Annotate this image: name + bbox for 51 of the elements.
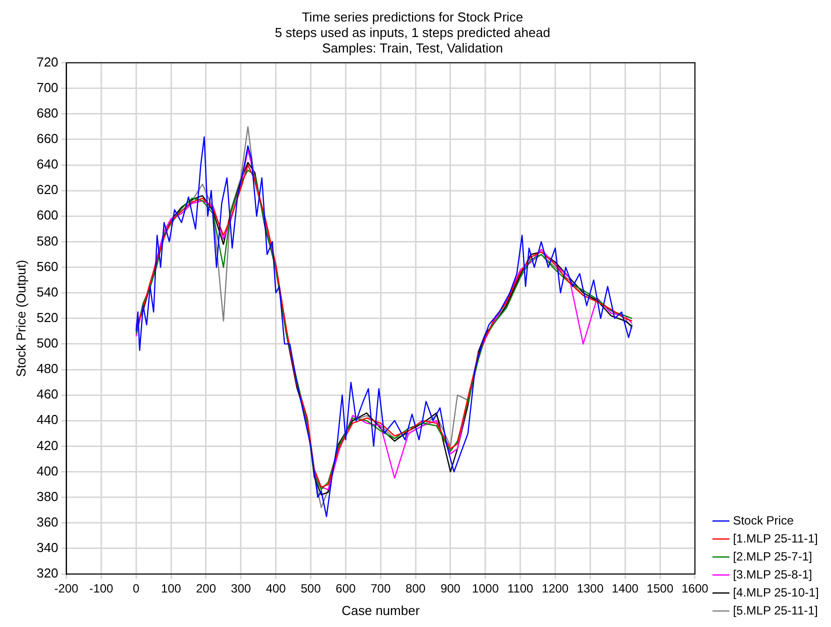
y-tick-label: 560: [36, 258, 58, 274]
x-tick-label: 600: [336, 582, 356, 596]
legend-label: Stock Price: [732, 513, 794, 528]
x-tick-label: 1500: [646, 582, 674, 596]
x-tick-label: -100: [89, 582, 114, 596]
x-tick-label: 1400: [612, 582, 639, 596]
x-tick-label: 400: [266, 582, 286, 596]
x-tick-label: 700: [370, 582, 391, 596]
y-axis-title: Stock Price (Output): [13, 260, 28, 377]
text: Samples: Train, Test, Validation: [322, 40, 503, 56]
y-tick-label: 600: [36, 208, 58, 223]
x-tick-label: 1600: [682, 582, 709, 596]
legend-label: [3.MLP 25-8-1]: [732, 567, 812, 582]
y-tick-label: 500: [36, 336, 58, 351]
legend-label: [4.MLP 25-10-1]: [732, 585, 819, 600]
y-tick-label: 440: [36, 412, 58, 428]
x-tick-label: 1100: [507, 582, 534, 596]
x-tick-label: 1300: [576, 582, 604, 596]
x-tick-label: 1000: [472, 582, 500, 596]
y-tick-label: 340: [36, 540, 58, 556]
y-tick-label: 460: [36, 386, 58, 402]
y-tick-label: 720: [36, 54, 58, 70]
x-tick-label: 900: [440, 582, 461, 596]
y-tick-label: 520: [36, 310, 58, 325]
x-axis-title: Case number: [342, 602, 420, 618]
legend-label: [1.MLP 25-11-1]: [732, 531, 818, 546]
y-tick-label: 580: [36, 233, 58, 248]
y-tick-label: 680: [36, 106, 58, 120]
x-tick-label: 500: [300, 582, 322, 596]
text: Time series predictions for Stock Price: [302, 9, 524, 24]
y-tick-label: 320: [36, 566, 58, 581]
legend-label: [2.MLP 25-7-1]: [732, 549, 812, 564]
x-tick-label: 200: [196, 582, 216, 596]
y-tick-label: 700: [36, 80, 58, 95]
x-tick-label: 100: [161, 582, 182, 596]
y-tick-label: 360: [36, 514, 58, 530]
y-tick-label: 420: [36, 438, 58, 453]
legend-label: [5.MLP 25-11-1]: [732, 603, 818, 618]
y-tick-label: 640: [36, 156, 58, 172]
y-tick-label: 660: [36, 131, 58, 146]
y-tick-label: 380: [36, 488, 58, 504]
y-tick-label: 620: [36, 182, 58, 198]
x-tick-label: 0: [132, 582, 140, 596]
x-tick-label: 1200: [542, 582, 569, 596]
y-tick-label: 400: [36, 463, 58, 478]
text: 5 steps used as inputs, 1 steps predicted ahead: [274, 24, 550, 40]
x-tick-label: 800: [406, 582, 426, 596]
y-tick-label: 480: [36, 361, 58, 376]
x-tick-label: -200: [54, 582, 79, 596]
y-tick-label: 540: [36, 284, 58, 300]
x-tick-label: 300: [230, 582, 252, 596]
